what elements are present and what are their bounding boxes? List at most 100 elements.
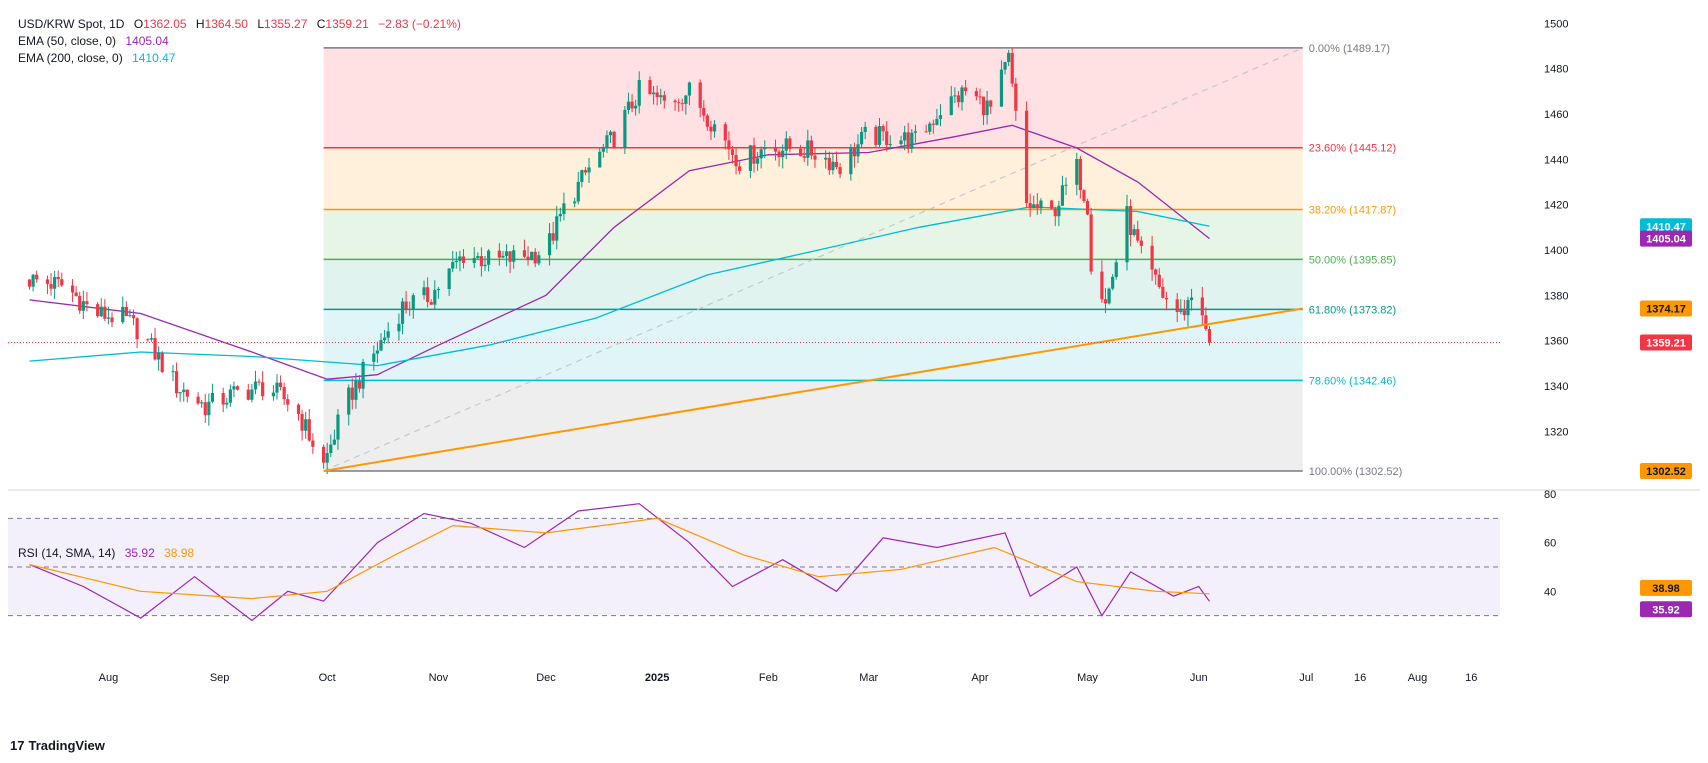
candle-body: [128, 315, 132, 317]
candle-body: [799, 148, 803, 157]
candle-body: [1107, 288, 1111, 304]
candle-body: [361, 361, 365, 389]
candle-body: [1007, 52, 1011, 62]
candle-body: [709, 126, 713, 132]
candle-body: [537, 255, 541, 264]
candle-body: [1078, 159, 1082, 191]
candle-body: [981, 96, 986, 116]
candle-body: [576, 181, 580, 202]
candle-body: [257, 381, 261, 383]
candle-body: [225, 402, 229, 405]
candle-body: [135, 318, 139, 340]
candle-body: [300, 413, 304, 431]
candle-body: [648, 80, 652, 95]
date-tick-label: Mar: [859, 672, 878, 684]
rsi-badge-text: 35.92: [1652, 604, 1680, 616]
candle-body: [296, 404, 301, 414]
price-tick-label: 1380: [1544, 290, 1568, 302]
candle-body: [755, 158, 760, 164]
candle-body: [329, 444, 333, 453]
rsi-badge-bg: [1640, 601, 1692, 618]
ema200-label: EMA (200, close, 0): [18, 51, 123, 65]
candle-body: [1128, 206, 1133, 236]
price-badge-text: 1410.47: [1646, 221, 1686, 233]
candle-body: [1111, 276, 1115, 289]
candle-body: [985, 100, 989, 116]
candle-body: [451, 262, 455, 269]
candle-body: [781, 150, 785, 158]
candle-body: [408, 309, 412, 311]
candle-body: [124, 306, 128, 316]
candle-body: [379, 340, 383, 351]
candle-body: [53, 276, 57, 289]
symbol-legend[interactable]: USD/KRW Spot, 1D O1362.05 H1364.50 L1355…: [18, 16, 467, 32]
price-badge-bg: [1640, 230, 1692, 247]
candle-body: [1179, 310, 1183, 312]
ema-lines: [29, 124, 1210, 380]
candle-body: [684, 95, 688, 104]
candle-body: [271, 392, 276, 397]
candle-body: [827, 157, 831, 171]
candle-body: [479, 256, 484, 267]
candle-body: [1003, 61, 1007, 70]
rsi-tick-label: 40: [1544, 586, 1556, 598]
ohlc-close: C1359.21: [316, 17, 369, 31]
candle-body: [336, 414, 340, 440]
candle-body: [472, 258, 476, 263]
candle-body: [307, 419, 311, 441]
candle-body: [806, 140, 810, 158]
fib-zone-1: [323, 147, 1303, 210]
candle-body: [332, 439, 336, 445]
candle-body: [928, 123, 932, 132]
candle-body: [964, 87, 968, 92]
fib-level-label-3: 50.00% (1395.85): [1309, 254, 1396, 266]
candle-body: [773, 148, 778, 152]
candle-body: [178, 392, 182, 394]
candle-body: [1175, 299, 1179, 312]
candle-body: [96, 304, 100, 317]
candle-body: [121, 306, 125, 323]
fibonacci-retracement: 0.00% (1489.17) 23.60% (1445.12) 38.20% (1…: [323, 43, 1402, 478]
candle-body: [386, 331, 390, 338]
candle-body: [1139, 240, 1143, 246]
price-tick-label: 1420: [1544, 200, 1568, 212]
candle-body: [357, 380, 362, 389]
candle-body: [106, 317, 111, 319]
candle-body: [580, 170, 584, 182]
candle-body: [497, 250, 501, 258]
candle-body: [174, 371, 179, 394]
candle-body: [949, 96, 953, 116]
candle-body: [461, 256, 466, 263]
candle-body: [45, 279, 50, 284]
candle-body: [752, 145, 756, 164]
date-tick-label: Jul: [1299, 672, 1313, 684]
ema50-legend[interactable]: EMA (50, close, 0) 1405.04: [18, 33, 175, 49]
tradingview-branding[interactable]: 17 TradingView: [10, 738, 105, 753]
candle-body: [777, 151, 781, 158]
candle-body: [250, 389, 254, 400]
candle-body: [153, 338, 157, 360]
candle-body: [1103, 299, 1108, 304]
fib-zone-2: [323, 209, 1303, 260]
candle-body: [397, 323, 401, 332]
candle-body: [634, 105, 638, 109]
candle-body: [802, 156, 806, 158]
rsi-legend[interactable]: RSI (14, SMA, 14) 35.92 38.98: [18, 545, 200, 561]
candle-body: [813, 155, 817, 160]
candle-body: [1189, 297, 1194, 301]
candlestick-series: [27, 47, 1212, 475]
candle-body: [727, 140, 731, 150]
ema200-legend[interactable]: EMA (200, close, 0) 1410.47: [18, 50, 181, 66]
candle-body: [458, 256, 462, 261]
candle-body: [626, 101, 631, 111]
price-badge-text: 1374.17: [1646, 304, 1686, 316]
date-tick-label: Apr: [971, 672, 988, 684]
candle-body: [748, 145, 753, 171]
candle-body: [1164, 297, 1169, 300]
candle-body: [662, 95, 666, 101]
brand-name: TradingView: [28, 738, 105, 753]
candle-body: [325, 452, 329, 463]
candle-body: [608, 131, 613, 136]
